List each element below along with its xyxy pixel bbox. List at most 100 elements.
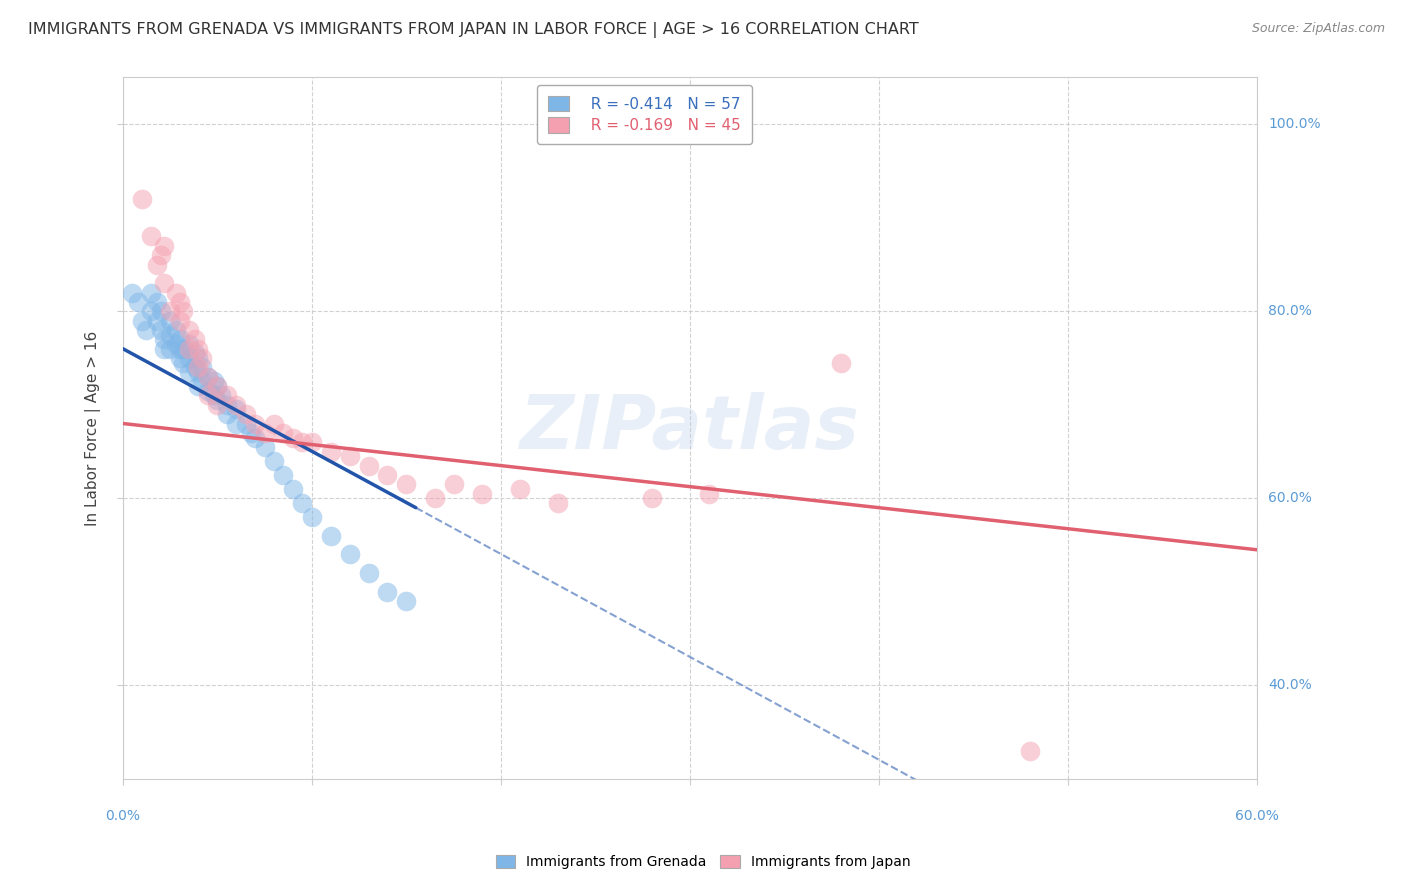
Point <box>149 248 172 262</box>
Point <box>202 375 225 389</box>
Point <box>202 388 225 402</box>
Point <box>159 304 181 318</box>
Point <box>207 379 229 393</box>
Point <box>134 323 156 337</box>
Point <box>225 417 247 431</box>
Point <box>207 393 229 408</box>
Point <box>1019 744 1042 758</box>
Point <box>191 351 214 365</box>
Point <box>263 417 285 431</box>
Point <box>357 458 380 473</box>
Point <box>131 313 153 327</box>
Y-axis label: In Labor Force | Age > 16: In Labor Force | Age > 16 <box>86 331 101 525</box>
Text: 100.0%: 100.0% <box>1268 117 1320 131</box>
Point <box>169 313 191 327</box>
Legend:   R = -0.414   N = 57,   R = -0.169   N = 45: R = -0.414 N = 57, R = -0.169 N = 45 <box>537 85 752 144</box>
Point <box>395 594 418 608</box>
Point <box>215 398 238 412</box>
Text: 40.0%: 40.0% <box>1268 679 1312 692</box>
Point <box>187 379 209 393</box>
Point <box>153 332 176 346</box>
Point <box>149 304 172 318</box>
Point <box>301 510 323 524</box>
Point <box>187 342 209 356</box>
Point <box>319 444 342 458</box>
Point <box>207 398 229 412</box>
Point <box>471 486 494 500</box>
Point <box>172 356 194 370</box>
Point <box>146 294 169 309</box>
Point <box>240 425 263 440</box>
Point <box>153 342 176 356</box>
Point <box>172 342 194 356</box>
Point <box>187 365 209 379</box>
Point <box>377 585 399 599</box>
Point <box>183 332 205 346</box>
Point <box>169 332 191 346</box>
Text: Source: ZipAtlas.com: Source: ZipAtlas.com <box>1251 22 1385 36</box>
Point <box>177 337 200 351</box>
Point <box>197 384 219 398</box>
Point <box>183 346 205 360</box>
Point <box>141 285 163 300</box>
Point <box>177 323 200 337</box>
Text: 60.0%: 60.0% <box>1268 491 1312 506</box>
Point <box>291 435 314 450</box>
Point <box>153 276 176 290</box>
Point <box>423 491 446 506</box>
Point <box>830 356 852 370</box>
Point <box>319 529 342 543</box>
Point <box>291 496 314 510</box>
Point <box>197 388 219 402</box>
Point <box>159 342 181 356</box>
Text: IMMIGRANTS FROM GRENADA VS IMMIGRANTS FROM JAPAN IN LABOR FORCE | AGE > 16 CORRE: IMMIGRANTS FROM GRENADA VS IMMIGRANTS FR… <box>28 22 920 38</box>
Legend: Immigrants from Grenada, Immigrants from Japan: Immigrants from Grenada, Immigrants from… <box>488 848 918 876</box>
Point <box>159 327 181 342</box>
Point <box>197 369 219 384</box>
Point <box>149 323 172 337</box>
Point <box>243 417 266 431</box>
Point <box>187 351 209 365</box>
Point <box>509 482 531 496</box>
Text: 80.0%: 80.0% <box>1268 304 1312 318</box>
Point <box>443 477 465 491</box>
Point <box>273 467 295 482</box>
Point <box>121 285 143 300</box>
Point <box>235 417 257 431</box>
Point <box>165 337 187 351</box>
Text: 60.0%: 60.0% <box>1234 809 1279 823</box>
Point <box>141 304 163 318</box>
Point <box>339 449 361 463</box>
Point <box>273 425 295 440</box>
Point <box>177 365 200 379</box>
Point <box>169 294 191 309</box>
Point <box>183 360 205 375</box>
Point <box>153 239 176 253</box>
Text: ZIPatlas: ZIPatlas <box>520 392 860 465</box>
Point <box>357 566 380 581</box>
Point <box>377 467 399 482</box>
Point <box>172 304 194 318</box>
Point <box>177 351 200 365</box>
Point <box>395 477 418 491</box>
Point <box>146 313 169 327</box>
Point <box>169 342 191 356</box>
Point <box>127 294 149 309</box>
Point <box>547 496 569 510</box>
Point <box>165 323 187 337</box>
Point <box>253 440 276 454</box>
Point <box>169 351 191 365</box>
Point <box>301 435 323 450</box>
Point <box>141 229 163 244</box>
Point <box>263 454 285 468</box>
Point <box>641 491 664 506</box>
Point <box>165 285 187 300</box>
Point <box>191 375 214 389</box>
Point <box>225 402 247 417</box>
Point <box>187 360 209 375</box>
Point <box>177 342 200 356</box>
Point <box>253 425 276 440</box>
Point <box>697 486 720 500</box>
Point <box>339 548 361 562</box>
Point <box>191 360 214 375</box>
